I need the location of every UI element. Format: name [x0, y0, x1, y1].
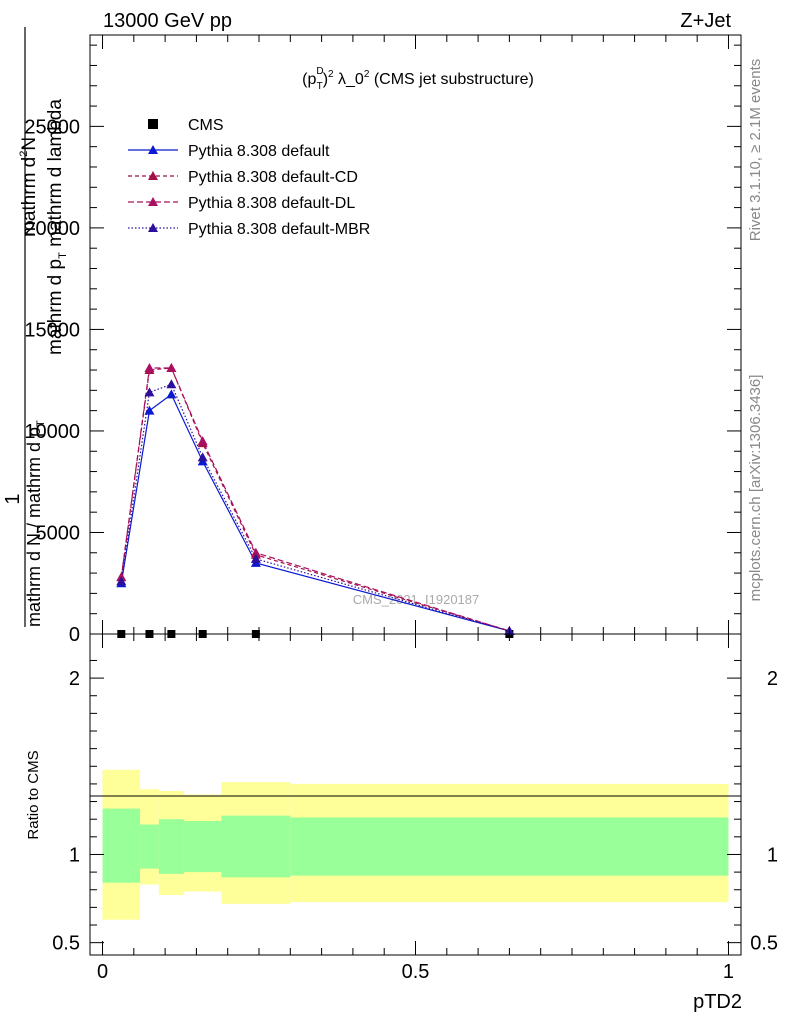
series-3-point-1: [144, 363, 155, 373]
ratio-ylabel: Ratio to CMS: [25, 750, 42, 839]
legend-marker-4: [148, 223, 158, 232]
series-line-3: [120, 367, 510, 632]
series-4-point-1: [144, 387, 155, 397]
axis-ticks: 0 5000 10000 15000 20000 25000 0.5 0.5 1 1 2 2 0 0.5 1: [24, 35, 778, 983]
ylabel-part2-text: mathrm d N / mathrm d p: [24, 427, 44, 627]
legend-label-4: Pythia 8.308 default-MBR: [188, 221, 370, 238]
mcplots-label: mcplots.cern.ch [arXiv:1306.3436]: [747, 375, 764, 602]
legend-marker-3: [148, 197, 158, 206]
ratio-band-green-2: [158, 819, 184, 874]
title-middle: λ_0: [334, 71, 364, 88]
series-4-point-3: [197, 452, 208, 462]
series-3-point-4: [250, 547, 261, 557]
main-ytick-label-3: 15000: [24, 319, 80, 341]
xtick-label-1: 0.5: [402, 961, 430, 983]
ylabel-part4: mathrm d pT mathrm d lambda: [45, 99, 69, 355]
ratio-band-green-4: [221, 815, 291, 878]
legend: CMS Pythia 8.308 default Pythia 8.308 defa…: [128, 117, 370, 238]
ratio-band-green-3: [183, 820, 222, 873]
header-right: Z+Jet: [680, 10, 731, 32]
title-sup3: 2: [364, 69, 370, 80]
series-3-point-2: [166, 363, 177, 373]
legend-label-2: Pythia 8.308 default-CD: [188, 169, 358, 186]
main-ylabel: 1 mathrm d N / mathrm d pT mathrm d2N ma…: [2, 27, 69, 627]
ratio-ytick-label-l-0: 0.5: [52, 933, 80, 955]
ylabel-part2: mathrm d N / mathrm d pT: [24, 420, 47, 627]
ylabel-part3: mathrm d2N: [18, 137, 40, 237]
ratio-ytick-label-r-0: 0.5: [750, 933, 778, 955]
ratio-frame: [89, 633, 742, 956]
xtick-label-2: 1: [723, 961, 734, 983]
ylabel-part4-text: mathrm d p: [45, 259, 66, 355]
main-ytick-label-1: 5000: [36, 522, 81, 544]
ratio-ytick-label-l-1: 1: [69, 844, 80, 866]
ratio-ytick-label-r-2: 2: [767, 668, 778, 690]
ratio-ytick-label-r-1: 1: [767, 844, 778, 866]
rivet-label: Rivet 3.1.10, ≥ 2.1M events: [747, 59, 764, 242]
legend-marker-1: [148, 145, 158, 154]
title-close: ): [323, 71, 328, 88]
ylabel-part2-sub: T: [35, 420, 47, 427]
title-sup2: 2: [328, 69, 334, 80]
header-left: 13000 GeV pp: [103, 10, 232, 32]
ratio-band-green-0: [102, 808, 141, 883]
ratio-band-green-5: [290, 817, 729, 876]
legend-label-1: Pythia 8.308 default: [188, 143, 330, 160]
ratio-band-green-1: [140, 824, 159, 869]
legend-marker-0: [148, 119, 158, 129]
series-line-1: [120, 393, 510, 632]
series-1-point-2: [166, 389, 177, 399]
ylabel-part4-sub: T: [57, 252, 69, 259]
main-ytick-label-5: 25000: [24, 116, 80, 138]
ylabel-part1: 1: [2, 493, 24, 504]
series-3-point-3: [197, 436, 208, 446]
series-line-4: [120, 383, 510, 632]
title-sub1: T: [317, 81, 323, 92]
main-ytick-label-0: 0: [69, 624, 80, 646]
xtick-label-0: 0: [97, 961, 108, 983]
series-1-point-1: [144, 405, 155, 415]
series-4-point-2: [166, 379, 177, 389]
series-4-point-0: [116, 576, 127, 586]
title-suffix: (CMS jet substructure): [369, 71, 533, 88]
ylabel-part3-tail: N: [19, 137, 40, 151]
ylabel-part3-text: mathrm d: [19, 157, 40, 237]
chart-title: (pD T)2 λ_02 (CMS jet substructure): [302, 66, 534, 92]
xlabel: pTD2: [693, 991, 742, 1013]
main-series: [120, 367, 510, 632]
series-4-point-4: [250, 553, 261, 563]
legend-marker-2: [148, 171, 158, 180]
main-ytick-label-4: 20000: [24, 218, 80, 240]
title-sup1: D: [316, 66, 323, 77]
title-prefix: (p: [302, 71, 316, 88]
legend-label-0: CMS: [188, 117, 224, 134]
watermark: CMS_2021_I1920187: [353, 592, 480, 607]
ylabel-part3-sup: 2: [18, 151, 30, 157]
ratio-bands: [102, 769, 729, 920]
ylabel-part4-tail: mathrm d lambda: [45, 99, 66, 253]
legend-label-3: Pythia 8.308 default-DL: [188, 195, 355, 212]
ratio-ytick-label-l-2: 2: [69, 668, 80, 690]
main-ytick-label-2: 10000: [24, 421, 80, 443]
